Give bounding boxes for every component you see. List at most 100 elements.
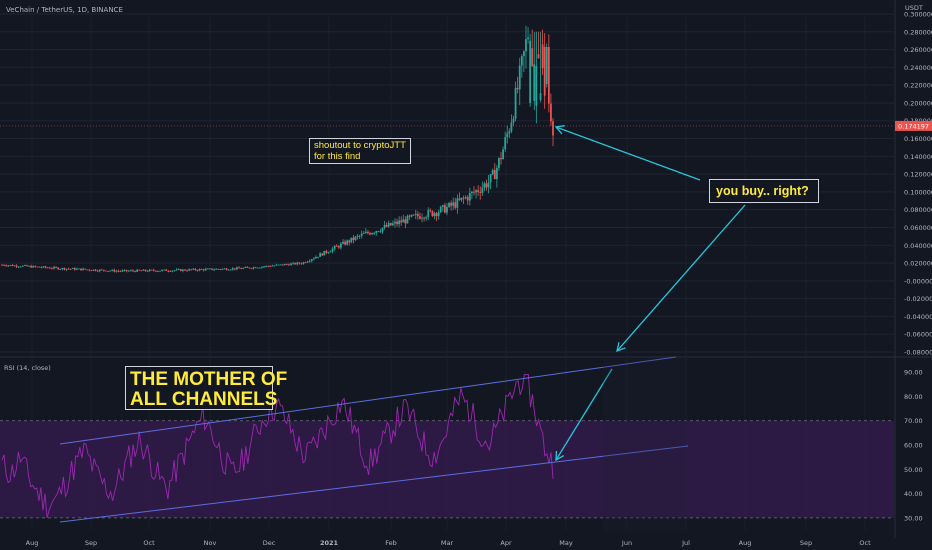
candle-body: [44, 266, 47, 268]
candle-body: [219, 269, 222, 270]
candle-body: [42, 266, 45, 268]
candle-body: [302, 262, 305, 264]
candle-body: [269, 266, 272, 267]
channel-lower-line: [59, 445, 689, 523]
candle-body: [157, 271, 159, 272]
candle-body: [119, 271, 122, 272]
candle-body: [381, 227, 384, 232]
candle-body: [516, 87, 519, 90]
candle-body: [34, 265, 37, 267]
candle-body: [294, 262, 297, 265]
price-tick-label: 0.060000: [904, 224, 932, 232]
candle-body: [184, 269, 186, 271]
candle-body: [179, 269, 182, 272]
candle-body: [285, 264, 288, 265]
candle-body: [506, 133, 509, 138]
candle-body: [121, 270, 124, 272]
rsi-tick-label: 70.00: [904, 417, 923, 425]
candle-body: [485, 183, 488, 188]
candle-body: [489, 174, 492, 183]
candle-body: [464, 197, 467, 199]
candle-body: [248, 267, 251, 269]
candle-body: [254, 267, 257, 269]
candle-body: [225, 268, 228, 270]
candle-body: [82, 268, 84, 271]
arrow-to-upper-channel: [616, 204, 746, 352]
candle-body: [204, 268, 207, 271]
price-unit-label: USDT: [905, 4, 923, 12]
candle-body: [115, 270, 118, 272]
candle-body: [373, 232, 376, 234]
candle-body: [88, 269, 91, 271]
candle-body: [53, 267, 55, 269]
price-tick-label: 0.120000: [904, 171, 932, 179]
buy-question-annotation[interactable]: you buy.. right?: [709, 179, 819, 203]
candle-body: [159, 270, 161, 272]
rsi-tick-label: 40.00: [904, 490, 923, 498]
candle-body: [15, 265, 18, 267]
candle-body: [148, 269, 151, 272]
candle-body: [358, 235, 361, 237]
candle-body: [337, 246, 340, 248]
shoutout-annotation[interactable]: shoutout to cryptoJTT for this find: [309, 138, 411, 164]
candle-body: [292, 262, 294, 264]
candle-body: [92, 269, 95, 271]
candle-body: [483, 183, 486, 188]
candle-body: [96, 270, 99, 272]
candle-body: [246, 267, 249, 268]
rsi-band-fill: [0, 420, 894, 518]
price-tick-label: 0.220000: [904, 82, 932, 90]
future-area-shade: [603, 356, 687, 532]
price-tick-label: 0.280000: [904, 28, 932, 36]
candle-body: [456, 198, 459, 208]
candle-body: [288, 264, 290, 266]
candle-body: [308, 260, 311, 262]
candle-body: [344, 241, 346, 245]
candle-body: [371, 233, 374, 235]
candle-body: [188, 269, 191, 271]
time-tick-label: Oct: [143, 539, 155, 547]
chart-title: VeChain / TetherUS, 1D, BINANCE: [6, 6, 123, 14]
candle-body: [265, 265, 267, 267]
price-tick-label: -0.020000: [904, 295, 932, 303]
candle-body: [537, 54, 540, 59]
candle-body: [433, 213, 436, 217]
candle-body: [462, 197, 465, 199]
candle-body: [406, 215, 409, 224]
time-tick-label: Oct: [859, 539, 871, 547]
candle-body: [389, 222, 392, 226]
candle-body: [550, 103, 552, 122]
candle-body: [468, 192, 471, 201]
candle-body: [369, 233, 371, 235]
candle-body: [263, 266, 265, 268]
candle-body: [32, 265, 35, 268]
rsi-tick-label: 90.00: [904, 369, 923, 377]
candle-body: [329, 251, 332, 253]
candle-body: [223, 268, 226, 270]
candle-body: [36, 266, 39, 268]
candle-body: [123, 269, 126, 271]
candle-body: [475, 190, 477, 193]
mother-channel-annotation[interactable]: THE MOTHER OF ALL CHANNELS: [125, 366, 287, 410]
candle-body: [342, 241, 344, 244]
candle-body: [229, 269, 232, 271]
candle-body: [421, 217, 423, 219]
candle-body: [323, 250, 326, 256]
candle-body: [348, 240, 351, 243]
candle-body: [5, 265, 8, 267]
candle-body: [423, 217, 425, 219]
candle-body: [244, 267, 247, 268]
candle-body: [65, 268, 68, 270]
candle-body: [533, 64, 536, 101]
candle-body: [84, 268, 87, 270]
candle-body: [435, 213, 438, 217]
candle-body: [522, 51, 525, 57]
candle-body: [3, 264, 5, 266]
time-tick-label: Dec: [263, 539, 276, 547]
candle-body: [412, 214, 415, 216]
candle-body: [221, 268, 224, 270]
candle-body: [275, 264, 278, 266]
candle-body: [398, 220, 401, 225]
